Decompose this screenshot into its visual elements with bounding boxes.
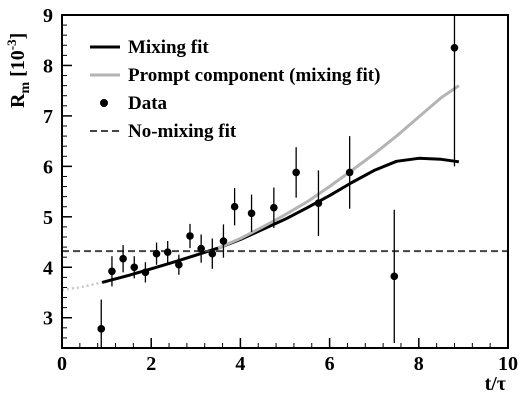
data-point — [141, 268, 150, 277]
y-axis-title-unit-close: ] — [7, 33, 29, 40]
y-tick-label: 8 — [43, 55, 53, 77]
y-tick-label: 5 — [43, 207, 53, 229]
data-point — [270, 203, 278, 212]
data-point — [247, 209, 256, 218]
y-tick-label: 6 — [43, 156, 53, 178]
data-point — [119, 254, 127, 263]
data-point — [175, 260, 183, 269]
data-point — [163, 248, 172, 256]
data-point — [108, 267, 116, 276]
prompt-component-mixing-fit-curve — [217, 84, 460, 250]
data-point — [97, 325, 106, 333]
y-tick-label: 7 — [43, 106, 53, 128]
x-tick-label: 6 — [325, 353, 335, 375]
data-point — [130, 263, 139, 272]
y-tick-label: 3 — [43, 308, 53, 330]
data-point — [390, 272, 399, 281]
data-point — [208, 249, 217, 258]
y-axis-title-unit: [10 — [7, 50, 29, 82]
y-axis-title-main: R — [7, 93, 29, 108]
axis-titles: t/τ Rm [10-3] — [4, 33, 506, 393]
x-tick-label: 4 — [235, 353, 245, 375]
plot-area — [61, 15, 508, 348]
data-point — [219, 237, 228, 245]
x-tick-label: 2 — [146, 353, 156, 375]
data-point — [197, 244, 205, 253]
legend-label: Data — [128, 93, 168, 114]
plot-frame — [61, 14, 509, 349]
y-tick-label: 4 — [43, 257, 53, 279]
x-tick-label: 8 — [414, 353, 424, 375]
legend-label: Prompt component (mixing fit) — [128, 65, 380, 86]
legend-label: No-mixing fit — [128, 121, 237, 142]
data-point — [345, 168, 354, 177]
legend-label: Mixing fit — [128, 37, 209, 58]
x-tick-label: 10 — [498, 353, 518, 375]
data-point — [152, 249, 161, 258]
y-axis-title-superscript: -3 — [4, 39, 19, 50]
x-tick-label: 0 — [57, 353, 67, 375]
data-point — [450, 43, 459, 52]
data-point — [186, 232, 194, 240]
y-axis-title-subscript: m — [18, 82, 33, 94]
x-axis-title: t/τ — [485, 373, 506, 393]
data-point — [314, 199, 323, 207]
y-axis-title: Rm [10-3] — [4, 33, 33, 108]
data-point — [292, 168, 300, 177]
legend: Mixing fit Prompt component (mixing fit) D… — [90, 37, 380, 142]
legend-swatch-data — [100, 99, 108, 107]
axes: 0 2 4 6 8 10 3 4 5 6 7 8 9 — [43, 5, 518, 375]
data-point — [230, 202, 239, 211]
mixing-fit-curve — [101, 156, 460, 284]
y-tick-label: 9 — [43, 5, 53, 27]
